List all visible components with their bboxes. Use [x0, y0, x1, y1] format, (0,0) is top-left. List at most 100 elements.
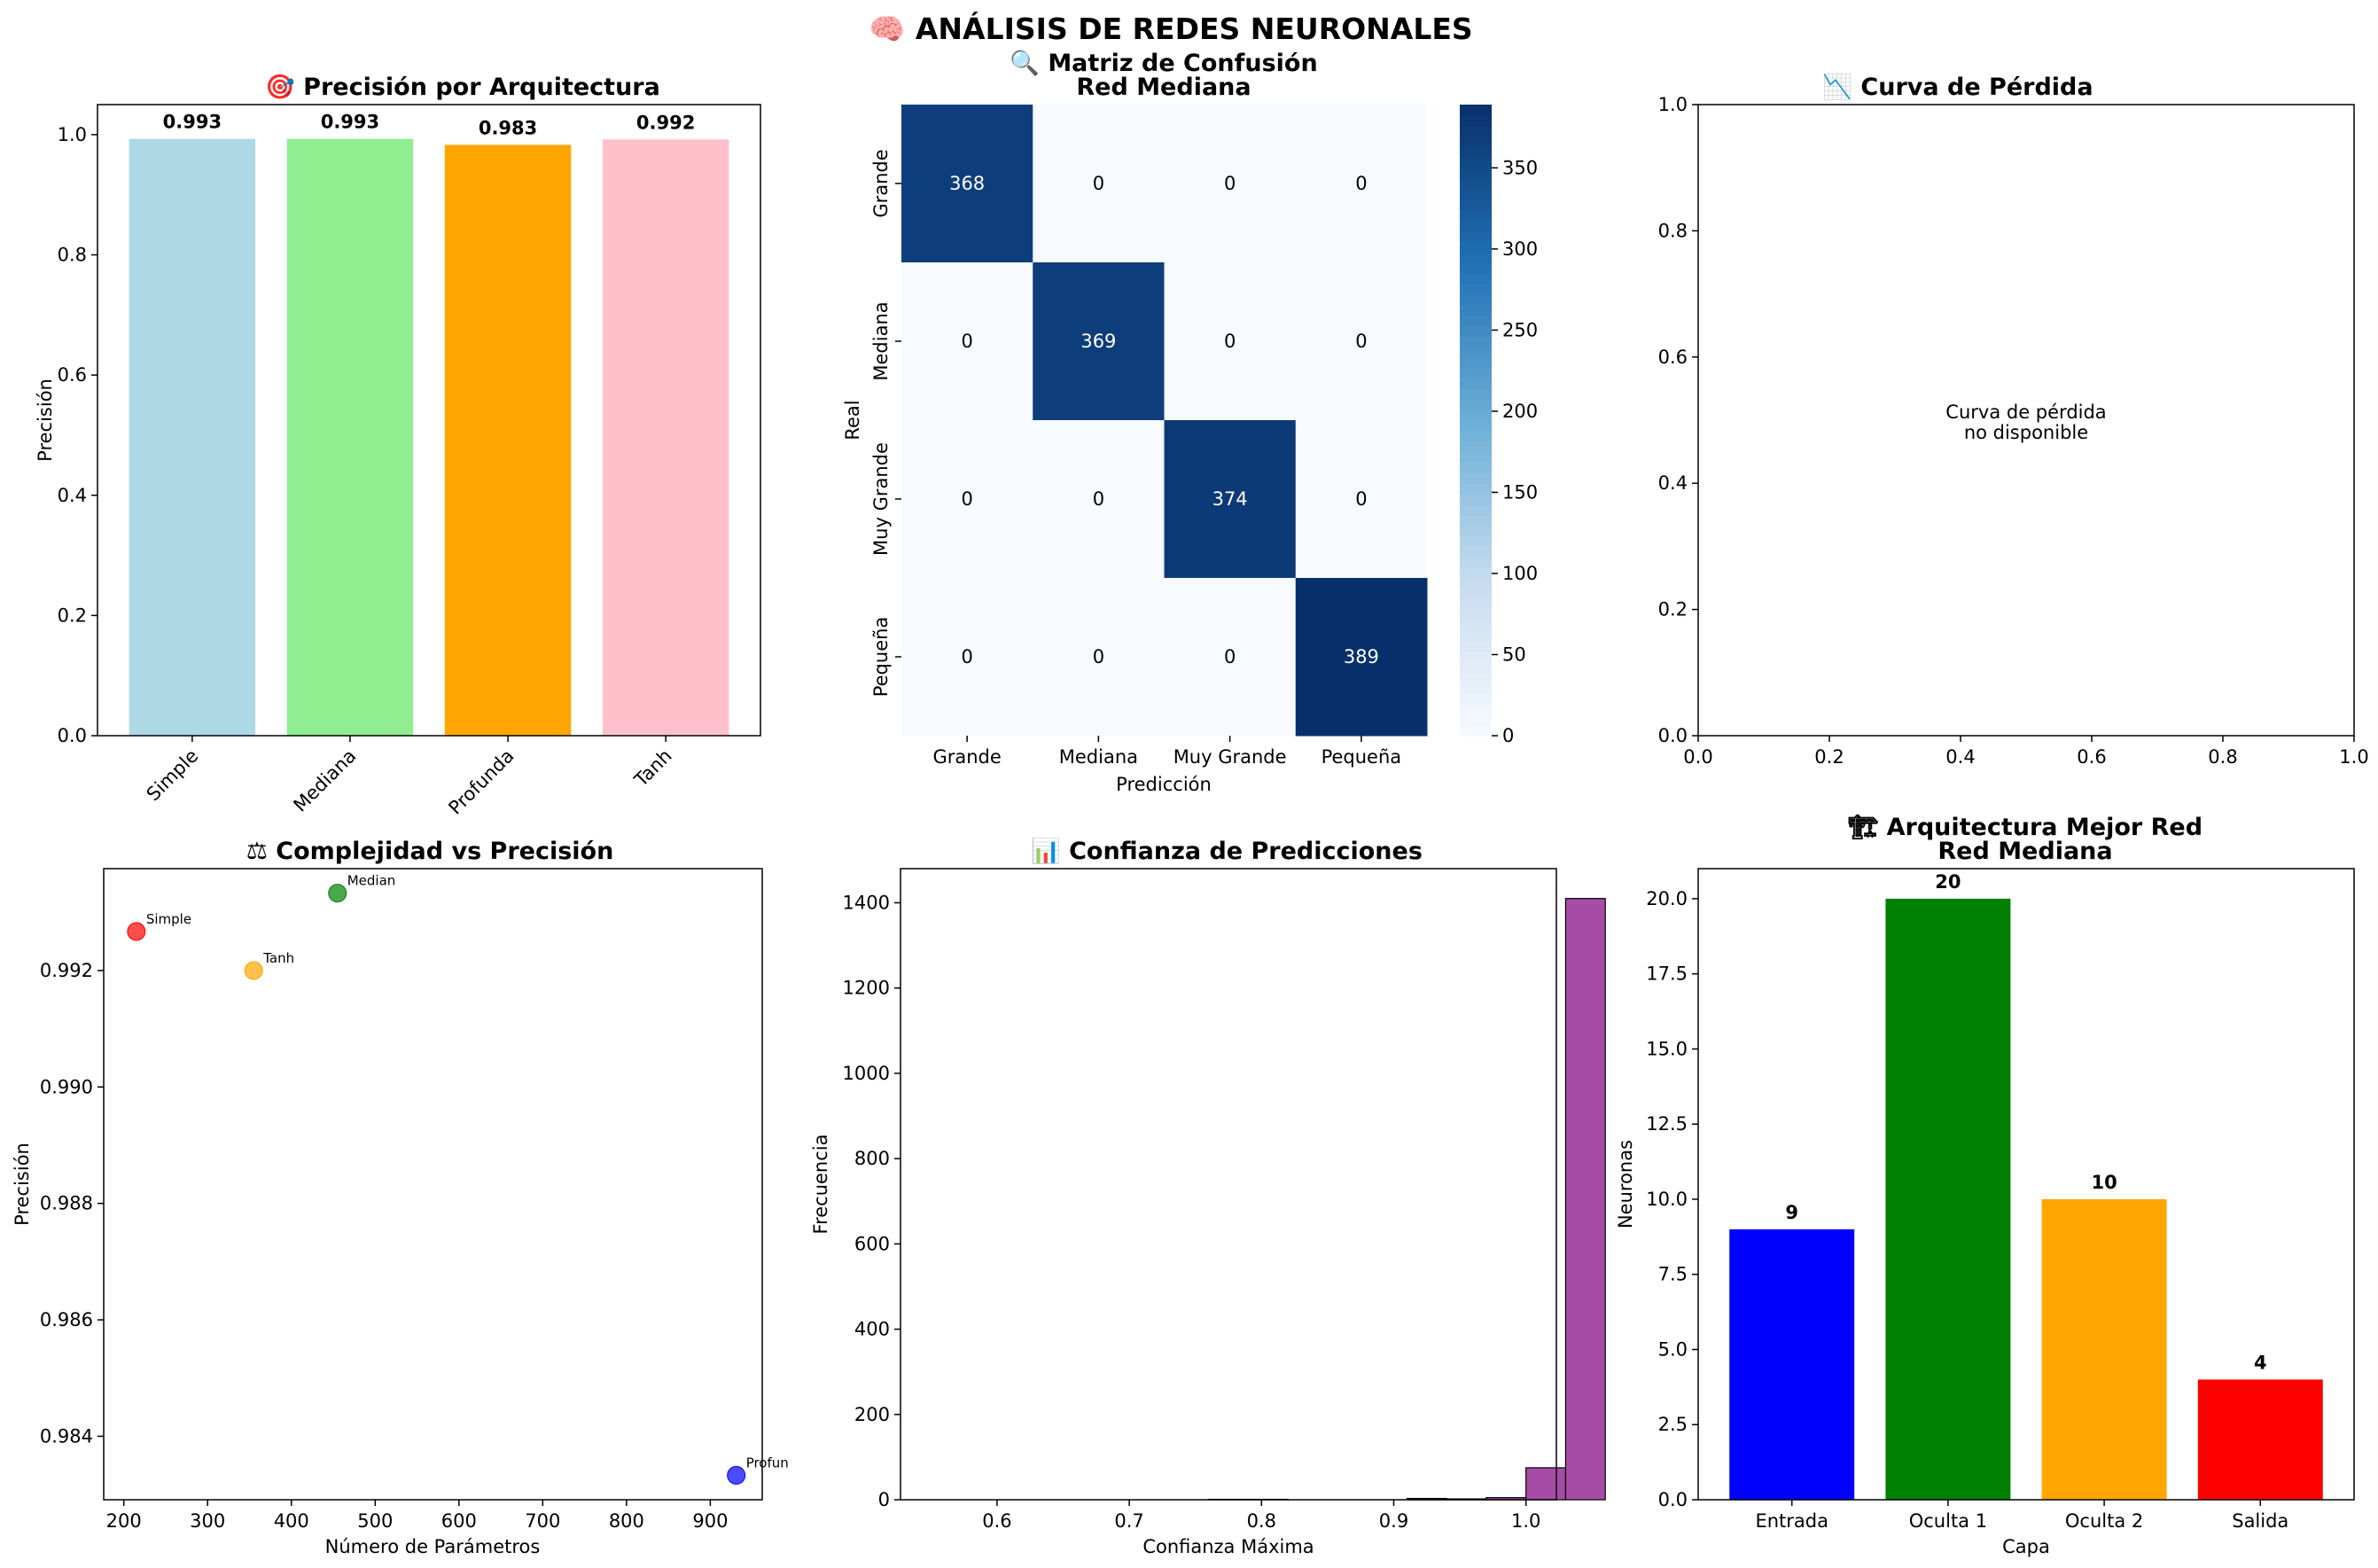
loss-frame — [1697, 104, 2355, 737]
confusion-cell-value-0-3: 0 — [1355, 173, 1367, 194]
architecture-bar-label-1: 20 — [1935, 871, 1961, 893]
complexity-point-1 — [328, 884, 347, 903]
colorbar-step-23 — [1460, 483, 1492, 495]
complexity-xtick-label-0: 200 — [106, 1510, 142, 1532]
colorbar-tick-label-2: 100 — [1502, 563, 1538, 584]
loss-xtick-label-1: 0.2 — [1814, 746, 1844, 768]
loss-ytick-label-2: 0.4 — [1658, 472, 1688, 494]
confusion-panel: 🔍 Matriz de Confusión Red Mediana 368 0 0 0… — [842, 47, 1538, 795]
confidence-xtick-label-2: 0.8 — [1247, 1510, 1276, 1532]
colorbar-step-6 — [1460, 661, 1492, 674]
complexity-point-label-2: Tanh — [262, 950, 294, 966]
accuracy-ytick-label-0: 0.0 — [58, 725, 87, 746]
confusion-cell-3-0 — [901, 578, 1033, 737]
confidence-xtick-label-3: 0.9 — [1379, 1510, 1408, 1532]
confusion-cell-2-2 — [1164, 420, 1297, 579]
confusion-cell-1-0 — [901, 262, 1033, 421]
colorbar-step-22 — [1460, 494, 1492, 505]
confusion-cell-2-0 — [901, 420, 1033, 579]
accuracy-ytick-label-5: 1.0 — [58, 124, 87, 145]
figure-title: 🧠 ANÁLISIS DE REDES NEURONALES — [869, 11, 1472, 46]
accuracy-xtick-label-0: Simple — [143, 745, 203, 806]
colorbar-step-29 — [1460, 420, 1492, 432]
loss-xtick-label-5: 1.0 — [2339, 746, 2368, 768]
architecture-ytick-label-6: 15.0 — [1646, 1038, 1688, 1059]
colorbar-step-39 — [1460, 315, 1492, 326]
loss-ytick-label-3: 0.6 — [1658, 347, 1688, 368]
complexity-panel: ⚖ Complejidad vs Precisión Simple Median T… — [12, 838, 789, 1557]
complexity-ytick-label-3: 0.990 — [40, 1076, 93, 1097]
colorbar-step-43 — [1460, 272, 1492, 285]
confusion-cell-value-2-2: 374 — [1212, 488, 1248, 510]
confusion-col-label-1: Mediana — [1059, 746, 1138, 768]
colorbar-step-47 — [1460, 230, 1492, 242]
architecture-xtick-label-2: Oculta 2 — [2065, 1510, 2143, 1532]
accuracy-ytick-label-3: 0.6 — [58, 364, 87, 386]
confusion-row-label-3: Pequeña — [870, 617, 892, 698]
loss-axes: 0.0 0.2 0.4 0.6 0.8 1.0 0.0 0.2 0.4 0.6 0.8 1.0 — [1658, 94, 2369, 768]
complexity-point-3 — [727, 1465, 746, 1485]
confusion-cell-3-1 — [1033, 578, 1165, 737]
complexity-ytick-label-4: 0.992 — [40, 960, 93, 981]
colorbar-step-16 — [1460, 557, 1492, 568]
colorbar-step-27 — [1460, 441, 1492, 453]
colorbar-step-11 — [1460, 609, 1492, 621]
architecture-ytick-label-2: 5.0 — [1658, 1338, 1688, 1360]
confidence-frame — [900, 868, 1557, 1501]
confidence-ytick-label-1: 200 — [854, 1404, 890, 1425]
accuracy-plot-area: 0.993 Simple 0.993 Mediana 0.983 Profunda 0.99… — [58, 112, 729, 819]
accuracy-bar-label-3: 0.992 — [636, 112, 695, 133]
confusion-cell-2-1 — [1033, 420, 1165, 579]
accuracy-title: 🎯 Precisión por Arquitectura — [265, 74, 660, 101]
loss-ytick-label-4: 0.8 — [1658, 220, 1688, 241]
architecture-bar-label-3: 4 — [2254, 1352, 2267, 1373]
complexity-xtick-label-6: 800 — [609, 1510, 644, 1532]
confusion-cell-0-0 — [901, 105, 1033, 263]
colorbar-step-28 — [1460, 430, 1492, 442]
confidence-ytick-label-0: 0 — [878, 1489, 890, 1510]
colorbar-step-58 — [1460, 114, 1492, 127]
confidence-ytick-label-4: 800 — [854, 1148, 890, 1169]
colorbar-step-25 — [1460, 462, 1492, 473]
colorbar-step-37 — [1460, 336, 1492, 347]
colorbar-step-24 — [1460, 472, 1492, 484]
confusion-cell-1-3 — [1295, 262, 1428, 421]
accuracy-bar-2 — [444, 144, 572, 737]
confidence-ytick-label-7: 1400 — [843, 892, 890, 913]
loss-ytick-label-5: 1.0 — [1658, 94, 1688, 115]
colorbar-step-15 — [1460, 567, 1492, 579]
accuracy-ytick-label-4: 0.8 — [58, 245, 87, 266]
loss-title: 📉 Curva de Pérdida — [1822, 73, 2093, 101]
colorbar-step-3 — [1460, 693, 1492, 705]
loss-xtick-label-0: 0.0 — [1683, 746, 1712, 768]
colorbar-step-45 — [1460, 252, 1492, 263]
confusion-cell-value-0-0: 368 — [949, 173, 985, 194]
complexity-plot-area: Simple Median Tanh Profun 200 300 400 500 600 700… — [40, 873, 789, 1532]
colorbar-step-8 — [1460, 641, 1492, 652]
colorbar-step-49 — [1460, 209, 1492, 222]
colorbar-step-20 — [1460, 514, 1492, 527]
confusion-heatmap: 368 0 0 0 0 369 0 0 0 0 374 0 0 0 0 389 Grande Mediana Muy… — [870, 105, 1428, 768]
loss-panel: 📉 Curva de Pérdida 0.0 0.2 0.4 0.6 0.8 1.00.0… — [1658, 73, 2369, 768]
confusion-cell-value-2-0: 0 — [961, 488, 972, 510]
architecture-ytick-label-5: 12.5 — [1646, 1113, 1688, 1135]
complexity-xlabel: Número de Parámetros — [325, 1536, 541, 1557]
colorbar-step-38 — [1460, 325, 1492, 337]
complexity-xtick-label-7: 900 — [692, 1510, 728, 1532]
colorbar-tick-label-6: 300 — [1502, 238, 1538, 260]
colorbar-step-4 — [1460, 683, 1492, 695]
colorbar-step-52 — [1460, 178, 1492, 190]
loss-xtick-label-4: 0.8 — [2208, 746, 2237, 768]
colorbar-step-18 — [1460, 535, 1492, 547]
colorbar-tick-label-7: 350 — [1502, 157, 1538, 178]
colorbar-step-7 — [1460, 651, 1492, 663]
colorbar-step-51 — [1460, 188, 1492, 200]
colorbar-step-5 — [1460, 672, 1492, 684]
confidence-bin-15 — [1525, 1467, 1567, 1501]
colorbar-tick-label-3: 150 — [1502, 481, 1538, 503]
colorbar-step-9 — [1460, 630, 1492, 642]
colorbar-step-10 — [1460, 620, 1492, 631]
architecture-plot-area: 9 Entrada 20 Oculta 1 10 Oculta 2 4 Salida 0.0 2.… — [1646, 871, 2323, 1532]
colorbar-step-56 — [1460, 136, 1492, 148]
confidence-ytick-label-2: 400 — [854, 1319, 890, 1340]
